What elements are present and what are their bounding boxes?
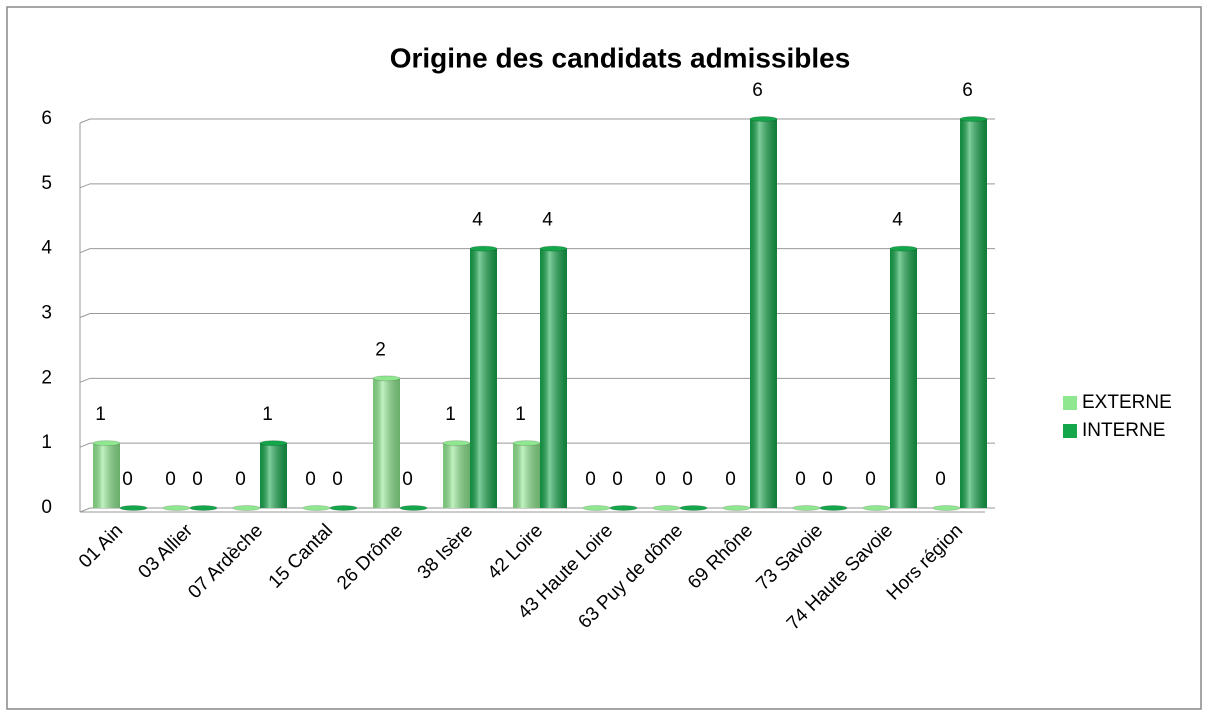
bar-cap: [259, 440, 288, 447]
bar-shade: [750, 119, 777, 508]
bar-cap: [442, 440, 471, 447]
bar-cap: [609, 505, 638, 511]
bar-cap: [539, 245, 568, 252]
value-label: 0: [655, 469, 666, 490]
bar-cap: [722, 505, 751, 511]
value-label: 0: [682, 469, 693, 490]
value-label: 1: [445, 404, 456, 425]
bar-cap: [749, 116, 778, 122]
value-label: 6: [752, 80, 763, 101]
bar-cap: [92, 440, 121, 447]
grid-line: [79, 377, 995, 383]
value-label: 1: [262, 404, 273, 425]
value-label: 1: [515, 404, 526, 425]
bar-shade: [260, 443, 287, 508]
grid-line: [79, 183, 995, 189]
value-label: 1: [95, 404, 106, 425]
value-label: 0: [192, 469, 203, 490]
value-label: 0: [935, 469, 946, 490]
bar-cap: [932, 505, 961, 511]
chart-title: Origine des candidats admissibles: [390, 42, 851, 73]
bar-shade: [470, 248, 497, 508]
bar-cap: [959, 116, 988, 122]
legend-label: EXTERNE: [1082, 392, 1172, 413]
value-label: 0: [725, 469, 736, 490]
value-label: 0: [865, 469, 876, 490]
bar-cap: [792, 505, 821, 511]
value-label: 6: [962, 80, 973, 101]
bar-cap: [399, 505, 428, 511]
bar-cap: [189, 505, 218, 511]
bar-cap: [652, 505, 681, 511]
value-label: 4: [472, 210, 483, 231]
bar-cap: [232, 505, 261, 511]
bar-shade: [373, 378, 400, 508]
value-label: 0: [585, 469, 596, 490]
bar-cap: [512, 440, 541, 447]
bar-cap: [162, 505, 191, 511]
bar-cap: [302, 505, 331, 511]
value-label: 0: [165, 469, 176, 490]
legend-swatch: [1063, 396, 1077, 410]
y-tick-label: 1: [41, 432, 52, 453]
bar-shade: [443, 443, 470, 508]
y-tick-label: 4: [41, 238, 52, 259]
bar-cap: [329, 505, 358, 511]
grid-line: [79, 313, 995, 318]
value-label: 0: [122, 469, 133, 490]
value-label: 4: [892, 210, 903, 231]
bar-shade: [513, 443, 540, 508]
bar-cap: [819, 505, 848, 511]
bar-cap: [889, 245, 918, 252]
bar-cap: [862, 505, 891, 511]
bar-cap: [119, 505, 148, 511]
y-tick-label: 5: [41, 173, 52, 194]
bar-cap: [679, 505, 708, 511]
bar-cap: [582, 505, 611, 511]
bar-shade: [890, 248, 917, 508]
value-label: 0: [332, 469, 343, 490]
value-label: 4: [542, 210, 553, 231]
chart-border: [6, 6, 1202, 710]
value-label: 0: [795, 469, 806, 490]
y-tick-label: 2: [41, 367, 52, 388]
value-label: 0: [612, 469, 623, 490]
y-tick-label: 0: [41, 497, 52, 518]
bar-shade: [93, 443, 120, 508]
bar-shade: [960, 119, 987, 508]
legend-label: INTERNE: [1082, 420, 1165, 441]
value-label: 2: [375, 339, 386, 360]
grid-line: [79, 442, 995, 448]
grid-line: [79, 118, 995, 124]
y-tick-label: 6: [41, 108, 52, 129]
bar-shade: [540, 248, 567, 508]
legend-swatch: [1063, 424, 1077, 438]
value-label: 0: [235, 469, 246, 490]
value-label: 0: [402, 469, 413, 490]
value-label: 0: [305, 469, 316, 490]
bar-cap: [469, 245, 498, 252]
value-label: 0: [822, 469, 833, 490]
grid-line: [79, 248, 995, 254]
bar-cap: [372, 375, 401, 382]
y-tick-label: 3: [41, 303, 52, 324]
